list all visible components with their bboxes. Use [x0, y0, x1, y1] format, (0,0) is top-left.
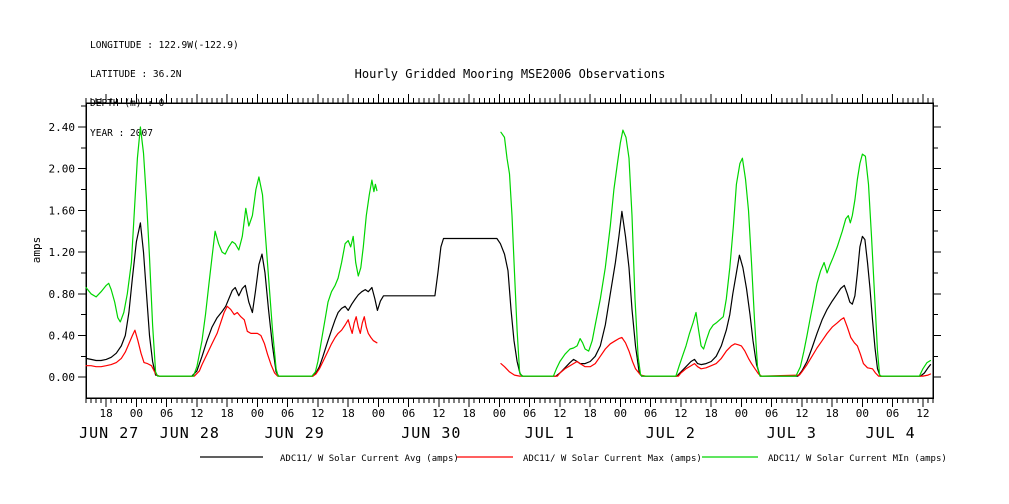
x-hour-label: 18 [584, 407, 597, 420]
x-date-label: JUL 1 [525, 424, 575, 442]
y-tick-label: 0.40 [49, 329, 76, 342]
x-hour-label: 12 [674, 407, 687, 420]
x-hour-label: 00 [130, 407, 143, 420]
metadata-depth: DEPTH (m) : 0 [90, 98, 165, 110]
series-max-line [500, 317, 932, 377]
metadata-latitude: LATITUDE : 36.2N [90, 68, 182, 80]
x-hour-label: 06 [281, 407, 294, 420]
x-hour-label: 18 [705, 407, 718, 420]
x-hour-label: 00 [251, 407, 264, 420]
x-date-label: JUN 27 [79, 424, 139, 442]
x-hour-label: 12 [432, 407, 445, 420]
x-date-label: JUN 29 [265, 424, 325, 442]
x-hour-label: 00 [856, 407, 869, 420]
x-date-label: JUL 3 [767, 424, 817, 442]
x-hour-label: 00 [372, 407, 385, 420]
x-date-label: JUN 30 [401, 424, 461, 442]
x-hour-label: 00 [735, 407, 748, 420]
series-min-line [500, 129, 932, 377]
x-hour-label: 06 [886, 407, 899, 420]
plot-frame [85, 102, 934, 399]
x-hour-label: 06 [402, 407, 415, 420]
chart-title: Hourly Gridded Mooring MSE2006 Observati… [354, 67, 666, 81]
x-hour-label: 12 [553, 407, 566, 420]
y-tick-label: 1.60 [49, 204, 76, 217]
x-hour-label: 06 [160, 407, 173, 420]
x-hour-label: 12 [311, 407, 324, 420]
y-tick-label: 2.40 [49, 121, 76, 134]
y-tick-label: 0.80 [49, 288, 76, 301]
x-date-label: JUL 4 [866, 424, 916, 442]
legend-label-0: ADC11/ W Solar Current Avg (amps) [280, 454, 459, 464]
x-hour-label: 12 [795, 407, 808, 420]
legend-label-2: ADC11/ W Solar Current MIn (amps) [768, 454, 947, 464]
y-axis-title: amps [30, 237, 43, 264]
y-tick-label: 1.20 [49, 246, 76, 259]
x-hour-label: 00 [493, 407, 506, 420]
x-hour-label: 18 [100, 407, 113, 420]
x-date-label: JUL 2 [646, 424, 696, 442]
x-hour-label: 06 [644, 407, 657, 420]
series-avg-line [85, 210, 932, 377]
x-hour-label: 18 [463, 407, 476, 420]
axis-ticks [78, 94, 941, 407]
y-tick-label: 0.00 [49, 371, 76, 384]
legend-label-1: ADC11/ W Solar Current Max (amps) [523, 454, 702, 464]
y-tick-label: 2.00 [49, 163, 76, 176]
x-hour-label: 12 [916, 407, 929, 420]
series-min-line [85, 126, 378, 377]
x-hour-label: 06 [523, 407, 536, 420]
x-hour-label: 00 [614, 407, 627, 420]
metadata-longitude: LONGITUDE : 122.9W(-122.9) [90, 39, 239, 51]
x-date-label: JUN 28 [160, 424, 220, 442]
x-hour-label: 18 [342, 407, 355, 420]
x-hour-label: 06 [765, 407, 778, 420]
x-hour-label: 18 [221, 407, 234, 420]
x-hour-label: 18 [826, 407, 839, 420]
x-hour-label: 12 [190, 407, 203, 420]
series-max-line [85, 305, 378, 377]
